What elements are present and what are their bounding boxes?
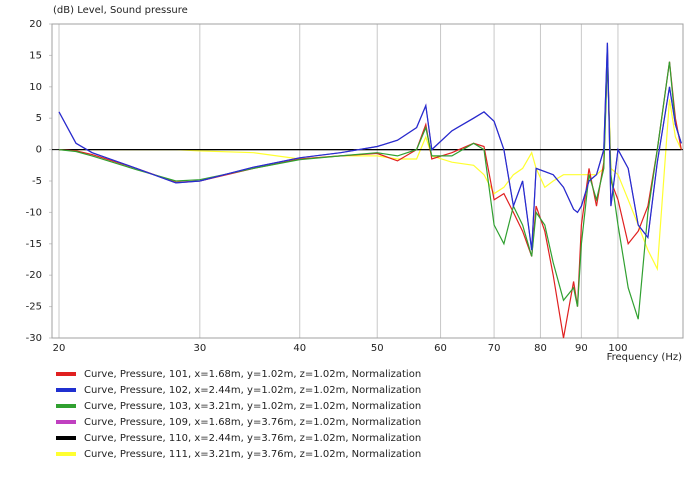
x-tick-label: 80 (534, 343, 547, 354)
plot-frame (51, 23, 684, 339)
legend-swatch (56, 420, 76, 424)
x-tick-label: 50 (371, 343, 384, 354)
curve (58, 42, 682, 251)
y-tick-label: -25 (26, 302, 42, 313)
curve (58, 42, 682, 251)
y-tick-label: 0 (36, 145, 42, 156)
x-tick-label: 20 (53, 343, 66, 354)
x-tick-label: 30 (193, 343, 206, 354)
legend-label: Curve, Pressure, 110, x=2.44m, y=3.76m, … (84, 433, 421, 444)
y-tick-label: 20 (29, 19, 42, 30)
legend-label: Curve, Pressure, 103, x=3.21m, y=1.02m, … (84, 401, 421, 412)
curve (59, 49, 682, 272)
curve (58, 61, 682, 320)
legend-swatch (56, 436, 76, 440)
legend-label: Curve, Pressure, 101, x=1.68m, y=1.02m, … (84, 369, 421, 380)
x-axis-label: Frequency (Hz) (607, 352, 683, 363)
y-tick-label: -15 (26, 239, 42, 250)
y-tick-label: -20 (26, 270, 42, 281)
legend-swatch (56, 372, 76, 376)
x-tick-label: 40 (293, 343, 306, 354)
y-tick-label: 15 (29, 50, 42, 61)
y-tick-label: 5 (36, 113, 42, 124)
y-tick-label: -5 (32, 176, 42, 187)
y-tick-label: -10 (26, 207, 42, 218)
x-tick-label: 70 (488, 343, 501, 354)
chart-title: (dB) Level, Sound pressure (53, 5, 188, 16)
y-tick-label: 10 (29, 82, 42, 93)
y-tick-label: -30 (26, 333, 42, 344)
legend-label: Curve, Pressure, 111, x=3.21m, y=3.76m, … (84, 449, 421, 460)
legend-swatch (56, 452, 76, 456)
x-tick-label: 90 (575, 343, 588, 354)
x-tick-label: 60 (434, 343, 447, 354)
legend-label: Curve, Pressure, 109, x=1.68m, y=3.76m, … (84, 417, 421, 428)
legend-swatch (56, 404, 76, 408)
legend-swatch (56, 388, 76, 392)
curve (58, 55, 682, 339)
legend-label: Curve, Pressure, 102, x=2.44m, y=1.02m, … (84, 385, 421, 396)
x-tick-label: 100 (608, 343, 627, 354)
